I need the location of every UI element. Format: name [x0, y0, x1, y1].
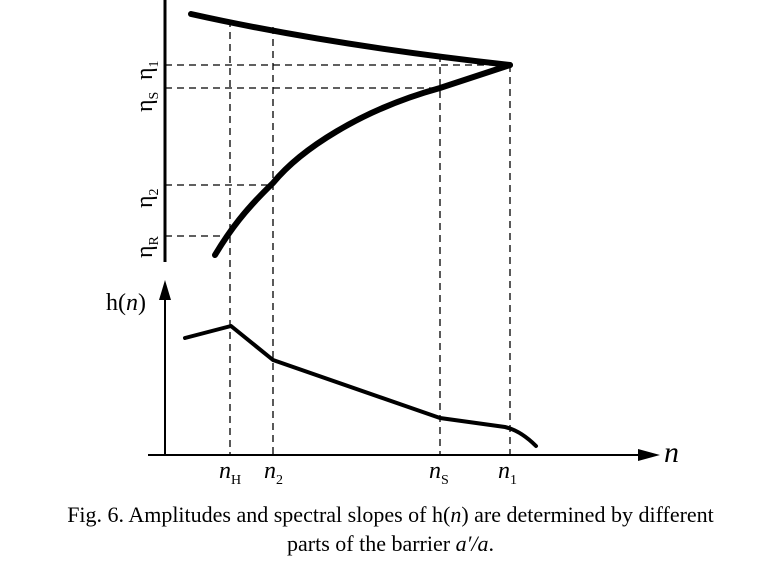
vertical-guides: [229, 20, 511, 455]
caption-line-1-end: ) are determined by different: [461, 502, 714, 527]
tick-label-eta-2: η2: [132, 188, 162, 208]
caption-end: .: [488, 531, 495, 556]
figure-caption: Fig. 6. Amplitudes and spectral slopes o…: [0, 500, 781, 558]
caption-variable: n: [450, 502, 462, 527]
lower-vertical-arrowhead: [159, 280, 171, 300]
tick-label-eta-r: ηR: [132, 235, 162, 258]
x-tick-labels: nH n2 nS n1: [219, 458, 517, 488]
caption-line-1-start: Fig. 6. Amplitudes and spectral slopes o…: [67, 502, 451, 527]
caption-line-1: Fig. 6. Amplitudes and spectral slopes o…: [0, 500, 781, 529]
horizontal-guides: [165, 64, 510, 237]
tick-label-n-2: n2: [264, 458, 283, 488]
caption-line-2-start: parts of the barrier: [286, 531, 456, 556]
upper-tick-labels: η1 ηS η2 ηR: [132, 60, 162, 258]
tick-label-eta-s: ηS: [132, 92, 162, 112]
caption-ratio: a′/a: [455, 531, 489, 556]
h-of-n-curve: [183, 324, 538, 448]
upper-lower-curve: [212, 62, 513, 258]
x-axis-label: n: [664, 436, 679, 469]
upper-top-curve: [188, 11, 513, 68]
tick-label-n-h: nH: [219, 458, 241, 488]
tick-label-n-1: n1: [498, 458, 517, 488]
caption-line-2: parts of the barrier a′/a.: [0, 529, 781, 558]
tick-label-n-s: nS: [429, 458, 449, 488]
tick-label-eta-1: η1: [132, 60, 162, 80]
h-of-n-label: h(n): [106, 290, 146, 316]
x-axis-arrowhead: [638, 449, 660, 461]
